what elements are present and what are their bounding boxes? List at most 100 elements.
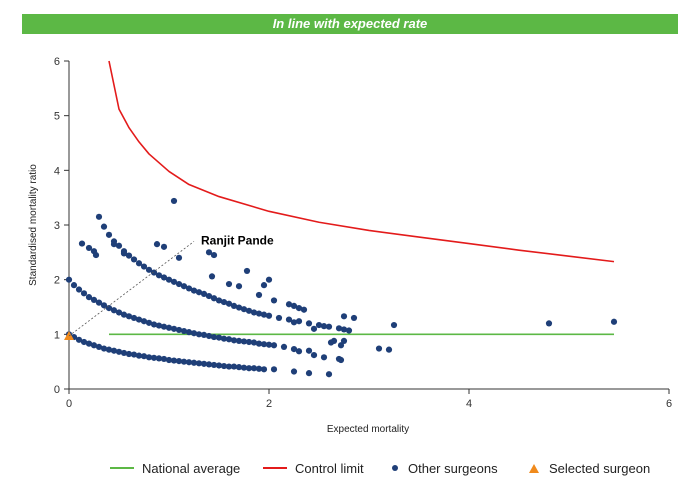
other-surgeon-point bbox=[195, 360, 203, 367]
other-surgeon-point bbox=[120, 250, 128, 257]
other-surgeon-point bbox=[290, 368, 298, 375]
other-surgeon-point bbox=[180, 283, 188, 290]
other-surgeon-point bbox=[260, 341, 268, 348]
status-banner: In line with expected rate bbox=[22, 14, 678, 34]
reference-lines bbox=[108, 60, 615, 336]
other-surgeon-point bbox=[340, 337, 348, 344]
other-surgeon-point bbox=[170, 278, 178, 285]
other-surgeon-point bbox=[315, 321, 323, 329]
other-surgeon-point bbox=[135, 260, 143, 267]
other-surgeon-point bbox=[130, 351, 138, 358]
other-surgeon-point bbox=[140, 263, 148, 270]
other-surgeon-point bbox=[255, 291, 263, 299]
other-surgeon-point bbox=[210, 361, 218, 369]
other-surgeon-point bbox=[265, 312, 273, 319]
other-surgeon-point bbox=[200, 290, 208, 297]
other-surgeon-point bbox=[245, 365, 253, 372]
legend-label: National average bbox=[142, 460, 241, 476]
other-surgeon-point bbox=[150, 354, 158, 361]
other-surgeon-point bbox=[165, 356, 173, 364]
other-surgeon-point bbox=[185, 329, 193, 336]
other-surgeon-point bbox=[305, 370, 313, 377]
other-surgeon-point bbox=[180, 327, 188, 335]
other-surgeon-point bbox=[210, 295, 218, 302]
other-surgeon-point bbox=[205, 292, 213, 300]
other-surgeon-point bbox=[215, 297, 223, 304]
legend-item-other-surgeons: Other surgeons bbox=[388, 458, 498, 478]
other-surgeon-point bbox=[145, 319, 153, 326]
other-surgeon-point bbox=[327, 339, 335, 346]
x-tick-label: 4 bbox=[466, 398, 472, 410]
other-surgeon-point bbox=[85, 340, 93, 347]
other-surgeon-point bbox=[235, 337, 243, 344]
other-surgeon-point bbox=[285, 301, 293, 308]
other-surgeon-point bbox=[295, 318, 303, 325]
other-surgeon-point bbox=[337, 356, 345, 364]
other-surgeon-point bbox=[150, 321, 158, 328]
other-surgeon-point bbox=[70, 282, 78, 289]
y-tick-label: 2 bbox=[54, 275, 60, 287]
other-surgeon-point bbox=[243, 267, 251, 275]
other-surgeon-point bbox=[265, 341, 273, 348]
other-surgeon-point bbox=[220, 335, 228, 342]
other-surgeon-point bbox=[180, 358, 188, 365]
other-surgeon-point bbox=[155, 272, 163, 279]
other-surgeon-point bbox=[205, 361, 213, 368]
other-surgeon-point bbox=[295, 348, 303, 355]
other-surgeon-point bbox=[140, 353, 148, 360]
legend-item-national-average: National average bbox=[110, 458, 240, 478]
other-surgeon-point bbox=[75, 286, 83, 293]
legend-swatch-dot bbox=[392, 465, 398, 471]
y-tick-label: 0 bbox=[54, 384, 60, 396]
legend-swatch-triangle bbox=[529, 463, 539, 473]
y-tick-label: 6 bbox=[54, 56, 60, 68]
x-axis-title: Expected mortality bbox=[327, 424, 409, 435]
other-surgeon-point bbox=[160, 323, 168, 330]
other-surgeon-point bbox=[255, 340, 263, 347]
other-surgeon-point bbox=[95, 213, 103, 220]
other-surgeon-point bbox=[90, 342, 98, 349]
other-surgeon-point bbox=[165, 276, 173, 283]
other-surgeon-point bbox=[135, 352, 143, 359]
other-surgeon-point bbox=[185, 285, 193, 292]
other-surgeon-point bbox=[145, 354, 153, 361]
other-surgeon-point bbox=[250, 365, 258, 372]
other-surgeon-point bbox=[225, 280, 233, 288]
other-surgeon-point bbox=[295, 304, 303, 312]
other-surgeon-point bbox=[225, 336, 233, 343]
other-surgeon-point bbox=[340, 313, 348, 320]
other-surgeon-point bbox=[245, 307, 253, 314]
other-surgeon-point bbox=[125, 252, 133, 259]
other-surgeon-point bbox=[115, 242, 123, 249]
other-surgeon-point bbox=[135, 316, 143, 323]
other-surgeon-point bbox=[105, 346, 113, 353]
other-surgeon-point bbox=[270, 342, 278, 349]
other-surgeon-point bbox=[210, 333, 218, 341]
other-surgeon-point bbox=[337, 342, 345, 349]
other-surgeon-point bbox=[140, 318, 148, 325]
other-surgeon-point bbox=[215, 334, 223, 341]
other-surgeon-point bbox=[285, 316, 293, 323]
other-surgeon-point bbox=[190, 359, 198, 366]
other-surgeon-point bbox=[160, 355, 168, 363]
data-points bbox=[64, 197, 618, 378]
annotation-label: Ranjit Pande bbox=[201, 233, 274, 247]
other-surgeon-point bbox=[240, 338, 248, 345]
other-surgeon-point bbox=[250, 339, 258, 346]
legend-item-control-limit: Control limit bbox=[263, 458, 364, 478]
other-surgeon-point bbox=[290, 345, 298, 353]
other-surgeon-point bbox=[220, 362, 228, 370]
other-surgeon-point bbox=[110, 307, 118, 314]
other-surgeon-point bbox=[95, 299, 103, 306]
other-surgeon-point bbox=[155, 355, 163, 362]
other-surgeon-point bbox=[195, 289, 203, 296]
other-surgeon-point bbox=[85, 294, 93, 301]
other-surgeon-point bbox=[125, 313, 133, 320]
other-surgeon-point bbox=[270, 297, 278, 304]
other-surgeon-point bbox=[90, 296, 98, 303]
other-surgeon-point bbox=[250, 309, 258, 316]
other-surgeon-point bbox=[110, 347, 118, 354]
other-surgeon-point bbox=[175, 280, 183, 288]
other-surgeon-point bbox=[160, 274, 168, 281]
other-surgeon-point bbox=[345, 327, 353, 334]
